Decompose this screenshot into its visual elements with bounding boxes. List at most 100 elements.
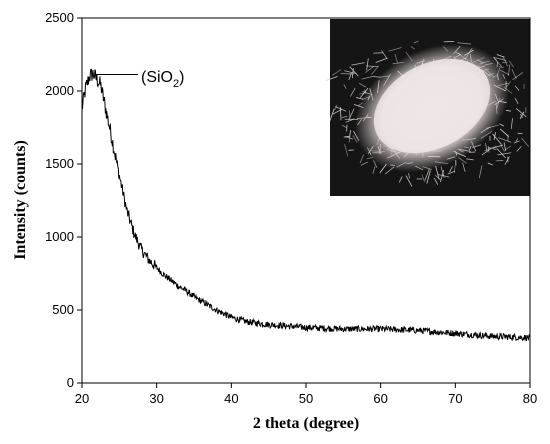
powder-fiber bbox=[487, 147, 497, 151]
x-axis-ticks: 20 30 40 50 60 70 80 bbox=[75, 383, 537, 406]
powder-fiber bbox=[514, 85, 520, 91]
powder-fiber bbox=[372, 166, 376, 174]
y-tick-label: 1000 bbox=[45, 229, 74, 244]
x-tick-label: 70 bbox=[448, 391, 462, 406]
powder-fiber bbox=[519, 111, 525, 120]
powder-fiber bbox=[332, 109, 342, 115]
powder-fiber bbox=[503, 142, 507, 151]
y-tick-label: 1500 bbox=[45, 156, 74, 171]
powder-fiber bbox=[499, 123, 505, 127]
powder-fiber bbox=[511, 68, 517, 79]
powder-fiber bbox=[410, 46, 415, 50]
powder-fiber bbox=[449, 165, 453, 173]
powder-fiber bbox=[515, 108, 527, 118]
x-tick-label: 30 bbox=[149, 391, 163, 406]
powder-fiber bbox=[457, 42, 472, 45]
x-tick-label: 50 bbox=[299, 391, 313, 406]
powder-fiber bbox=[462, 162, 466, 172]
x-tick-label: 40 bbox=[224, 391, 238, 406]
powder-fiber bbox=[505, 109, 511, 112]
powder-fiber bbox=[512, 72, 524, 81]
powder-fiber bbox=[408, 173, 410, 179]
powder-fiber bbox=[359, 154, 364, 164]
powder-fiber bbox=[341, 124, 347, 128]
powder-fiber bbox=[478, 165, 483, 179]
annotation-label: (SiO2) bbox=[141, 69, 184, 90]
powder-fiber bbox=[434, 174, 442, 181]
powder-fiber bbox=[365, 65, 374, 73]
powder-fiber bbox=[516, 145, 522, 152]
powder-fiber bbox=[513, 140, 520, 144]
series-line bbox=[81, 68, 531, 342]
powder-fiber bbox=[510, 118, 513, 129]
powder-fiber bbox=[341, 115, 348, 118]
powder-fiber bbox=[466, 158, 474, 161]
powder-fiber bbox=[361, 75, 375, 80]
y-tick-label: 500 bbox=[52, 302, 74, 317]
powder-fiber bbox=[350, 87, 356, 97]
powder-fiber bbox=[499, 128, 510, 138]
powder-fiber bbox=[366, 58, 369, 71]
powder-fiber bbox=[447, 170, 456, 175]
powder-fiber bbox=[360, 87, 369, 98]
powder-fiber bbox=[521, 137, 529, 147]
powder-fiber bbox=[351, 62, 365, 66]
powder-fiber bbox=[498, 137, 512, 143]
powder-fiber bbox=[349, 129, 352, 138]
powder-fiber bbox=[493, 132, 496, 140]
powder-fiber bbox=[424, 168, 430, 181]
powder-core bbox=[373, 58, 491, 154]
powder-fiber bbox=[453, 159, 457, 173]
powder-fiber bbox=[494, 56, 507, 61]
powder-fiber bbox=[371, 65, 379, 75]
powder-fiber bbox=[375, 57, 388, 63]
inset-photo bbox=[325, 19, 530, 196]
powder-fiber bbox=[485, 143, 488, 153]
powder-fiber bbox=[514, 97, 519, 104]
powder-fiber bbox=[496, 148, 506, 159]
powder-fiber bbox=[519, 113, 524, 119]
powder-fiber bbox=[365, 65, 379, 68]
powder-fiber bbox=[508, 60, 514, 68]
powder-fiber bbox=[421, 174, 425, 183]
powder-fiber bbox=[426, 170, 431, 184]
powder-fiber bbox=[358, 82, 367, 88]
powder-fiber bbox=[332, 69, 342, 76]
powder-fiber bbox=[492, 133, 502, 145]
x-tick-label: 60 bbox=[373, 391, 387, 406]
powder-fiber bbox=[344, 70, 357, 74]
powder-fiber bbox=[405, 175, 413, 187]
powder-fiber bbox=[507, 64, 511, 76]
powder-fiber bbox=[398, 176, 403, 183]
powder-fiber bbox=[380, 50, 388, 59]
y-tick-label: 0 bbox=[67, 375, 74, 390]
powder-fiber bbox=[413, 40, 419, 44]
powder-fiber bbox=[339, 107, 342, 121]
x-tick-label: 80 bbox=[523, 391, 537, 406]
powder-fiber bbox=[487, 162, 493, 166]
powder-fiber bbox=[345, 118, 355, 123]
y-axis-ticks: 0 500 1000 1500 2000 2500 bbox=[45, 10, 82, 390]
powder-fiber bbox=[500, 144, 505, 152]
powder-fiber bbox=[440, 166, 445, 178]
powder-fiber bbox=[360, 161, 368, 166]
powder-fiber bbox=[440, 170, 445, 183]
powder-fiber bbox=[343, 135, 350, 138]
x-axis-title: 2 theta (degree) bbox=[253, 415, 359, 432]
powder-fiber bbox=[334, 104, 338, 110]
powder-fiber bbox=[504, 156, 510, 165]
powder-fiber bbox=[497, 152, 512, 156]
powder-fiber bbox=[329, 108, 335, 122]
powder-fiber bbox=[352, 135, 358, 143]
y-axis-title: Intensity (counts) bbox=[12, 140, 29, 260]
y-tick-label: 2500 bbox=[45, 10, 74, 25]
y-tick-label: 2000 bbox=[45, 83, 74, 98]
powder-fiber bbox=[344, 144, 349, 157]
powder-fiber bbox=[325, 76, 338, 82]
powder-fiber bbox=[349, 66, 359, 77]
powder-fiber bbox=[388, 47, 402, 52]
powder-fiber bbox=[348, 136, 351, 143]
powder-fiber bbox=[343, 84, 347, 89]
powder-fiber bbox=[481, 148, 491, 156]
